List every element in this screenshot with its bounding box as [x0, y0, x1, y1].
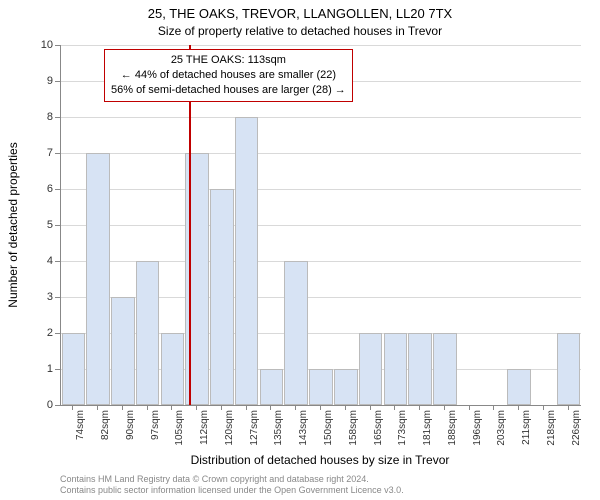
xtick-label: 226sqm [571, 410, 582, 450]
histogram-bar [284, 261, 308, 405]
footer-line-2: Contains public sector information licen… [60, 485, 404, 496]
xtick-mark [518, 405, 519, 410]
property-size-chart: 25, THE OAKS, TREVOR, LLANGOLLEN, LL20 7… [0, 0, 600, 500]
ytick-label: 5 [33, 219, 53, 231]
histogram-bar [62, 333, 86, 405]
ytick-mark [55, 261, 60, 262]
ytick-mark [55, 153, 60, 154]
ytick-label: 1 [33, 363, 53, 375]
xtick-label: 74sqm [75, 410, 86, 450]
ytick-label: 9 [33, 75, 53, 87]
xtick-label: 82sqm [100, 410, 111, 450]
xtick-mark [246, 405, 247, 410]
ytick-mark [55, 405, 60, 406]
histogram-bar [235, 117, 259, 405]
histogram-bar [433, 333, 457, 405]
histogram-bar [260, 369, 284, 405]
histogram-bar [210, 189, 234, 405]
xtick-mark [122, 405, 123, 410]
histogram-bar [408, 333, 432, 405]
annotation-line: 56% of semi-detached houses are larger (… [111, 83, 346, 98]
xtick-mark [419, 405, 420, 410]
xtick-label: 181sqm [422, 410, 433, 450]
ytick-label: 7 [33, 147, 53, 159]
histogram-bar [557, 333, 581, 405]
xtick-mark [221, 405, 222, 410]
xtick-label: 97sqm [150, 410, 161, 450]
xtick-label: 211sqm [521, 410, 532, 450]
ytick-mark [55, 369, 60, 370]
xtick-label: 173sqm [397, 410, 408, 450]
plot-area: 25 THE OAKS: 113sqm← 44% of detached hou… [60, 45, 581, 406]
xtick-label: 120sqm [224, 410, 235, 450]
xtick-label: 188sqm [447, 410, 458, 450]
y-axis-label: Number of detached properties [6, 142, 20, 307]
chart-subtitle: Size of property relative to detached ho… [0, 24, 600, 38]
ytick-mark [55, 189, 60, 190]
histogram-bar [334, 369, 358, 405]
xtick-mark [345, 405, 346, 410]
ytick-label: 3 [33, 291, 53, 303]
xtick-mark [493, 405, 494, 410]
annotation-line: ← 44% of detached houses are smaller (22… [111, 68, 346, 83]
xtick-mark [543, 405, 544, 410]
ytick-mark [55, 225, 60, 226]
footer-attribution: Contains HM Land Registry data © Crown c… [60, 474, 404, 497]
xtick-label: 196sqm [472, 410, 483, 450]
ytick-label: 2 [33, 327, 53, 339]
annotation-line: 25 THE OAKS: 113sqm [111, 53, 346, 68]
ytick-mark [55, 117, 60, 118]
xtick-label: 143sqm [298, 410, 309, 450]
xtick-label: 165sqm [373, 410, 384, 450]
ytick-label: 4 [33, 255, 53, 267]
histogram-bar [111, 297, 135, 405]
ytick-mark [55, 297, 60, 298]
xtick-mark [270, 405, 271, 410]
xtick-label: 90sqm [125, 410, 136, 450]
xtick-mark [295, 405, 296, 410]
x-axis-label: Distribution of detached houses by size … [60, 453, 580, 467]
xtick-mark [97, 405, 98, 410]
xtick-mark [370, 405, 371, 410]
ytick-mark [55, 45, 60, 46]
histogram-bar [136, 261, 160, 405]
xtick-mark [171, 405, 172, 410]
histogram-bar [309, 369, 333, 405]
xtick-label: 135sqm [273, 410, 284, 450]
xtick-label: 218sqm [546, 410, 557, 450]
xtick-label: 203sqm [496, 410, 507, 450]
xtick-label: 127sqm [249, 410, 260, 450]
xtick-mark [444, 405, 445, 410]
ytick-label: 6 [33, 183, 53, 195]
ytick-mark [55, 81, 60, 82]
xtick-mark [320, 405, 321, 410]
histogram-bar [86, 153, 110, 405]
histogram-bar [161, 333, 185, 405]
ytick-label: 0 [33, 399, 53, 411]
xtick-label: 158sqm [348, 410, 359, 450]
xtick-mark [568, 405, 569, 410]
histogram-bar [359, 333, 383, 405]
xtick-label: 150sqm [323, 410, 334, 450]
xtick-mark [469, 405, 470, 410]
ytick-label: 8 [33, 111, 53, 123]
footer-line-1: Contains HM Land Registry data © Crown c… [60, 474, 404, 485]
histogram-bar [507, 369, 531, 405]
xtick-mark [196, 405, 197, 410]
xtick-mark [72, 405, 73, 410]
ytick-label: 10 [33, 39, 53, 51]
chart-title: 25, THE OAKS, TREVOR, LLANGOLLEN, LL20 7… [0, 6, 600, 21]
xtick-label: 105sqm [174, 410, 185, 450]
xtick-label: 112sqm [199, 410, 210, 450]
annotation-box: 25 THE OAKS: 113sqm← 44% of detached hou… [104, 49, 353, 102]
ytick-mark [55, 333, 60, 334]
xtick-mark [147, 405, 148, 410]
histogram-bar [384, 333, 408, 405]
xtick-mark [394, 405, 395, 410]
